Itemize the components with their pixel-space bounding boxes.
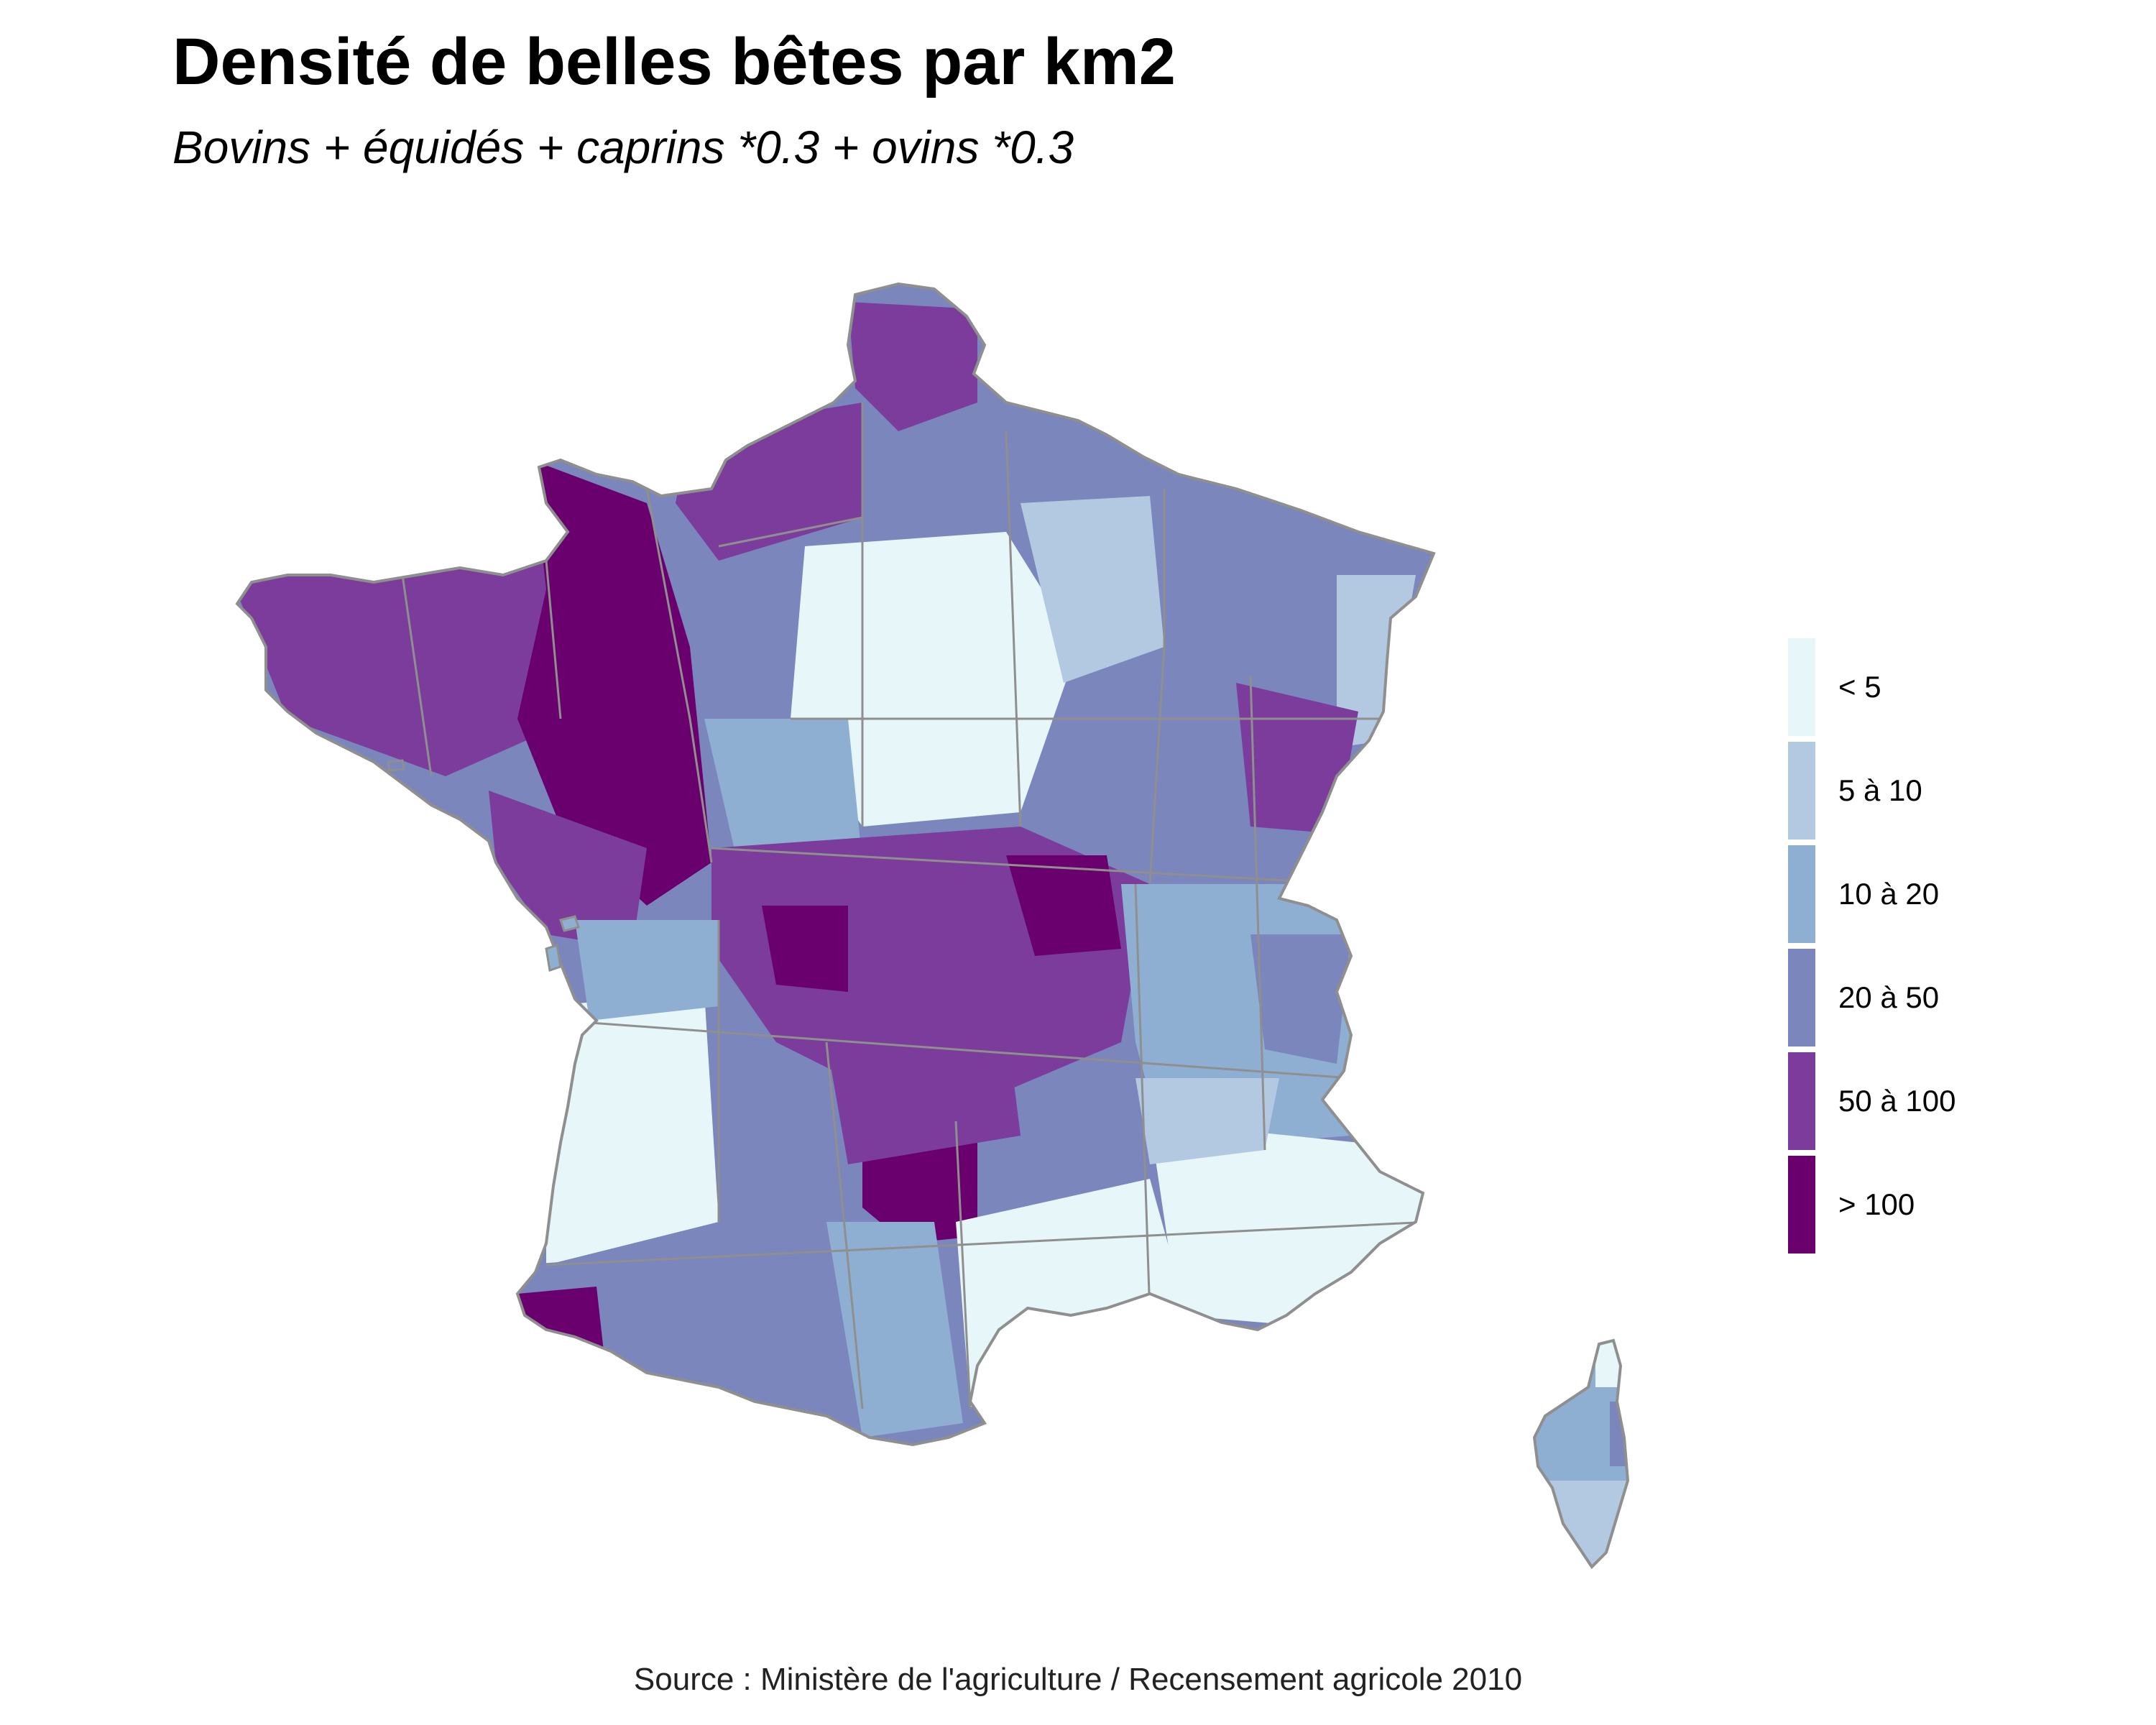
corsica-east: [1610, 1402, 1628, 1466]
legend-swatch: [1788, 949, 1815, 1046]
legend-swatch: [1788, 845, 1815, 943]
legend: < 5 5 à 10 10 à 20 20 à 50 50 à 100 > 10…: [1788, 638, 2047, 1259]
legend-label: 50 à 100: [1838, 1084, 1956, 1118]
legend-item: < 5: [1788, 638, 2047, 742]
region-cantal: [826, 1021, 1021, 1164]
region-vendee: [489, 791, 647, 949]
legend-item: 5 à 10: [1788, 742, 2047, 845]
legend-item: 50 à 100: [1788, 1052, 2047, 1156]
corsica-south: [1534, 1481, 1628, 1567]
region-morvan: [1006, 855, 1121, 956]
department-borders: [401, 402, 1431, 1409]
legend-item: 20 à 50: [1788, 949, 2047, 1052]
region-aquitaine: [546, 992, 719, 1265]
legend-swatch: [1788, 1156, 1815, 1254]
region-limousin-core: [762, 906, 848, 992]
map-title: Densité de belles bêtes par km2: [172, 25, 1176, 98]
region-north: [848, 302, 977, 431]
region-vaucluse: [1135, 1078, 1279, 1164]
legend-swatch: [1788, 1052, 1815, 1150]
mainland-france: [235, 282, 1436, 1447]
legend-label: < 5: [1838, 670, 1881, 704]
legend-label: 20 à 50: [1838, 980, 1940, 1014]
legend-swatch: [1788, 638, 1815, 736]
island-re: [559, 915, 580, 932]
legend-item: > 100: [1788, 1156, 2047, 1259]
region-champagne: [1021, 496, 1164, 683]
legend-label: > 100: [1838, 1187, 1915, 1221]
legend-item: 10 à 20: [1788, 845, 2047, 949]
region-savoie: [1250, 934, 1351, 1064]
source-caption: Source : Ministère de l'agriculture / Re…: [633, 1662, 1523, 1697]
island-belle-ile: [387, 759, 405, 772]
mainland-outline: [235, 282, 1436, 1447]
island-oleron: [545, 944, 562, 972]
corsica-outline: [1532, 1338, 1630, 1570]
corsica: [1532, 1338, 1630, 1570]
legend-swatch: [1788, 742, 1815, 840]
region-brittany: [237, 546, 575, 776]
legend-label: 5 à 10: [1838, 773, 1922, 807]
region-south-west: [517, 1243, 862, 1409]
region-charente: [575, 920, 719, 1021]
legend-label: 10 à 20: [1838, 877, 1940, 911]
map-subtitle: Bovins + équidés + caprins *0.3 + ovins …: [172, 121, 1074, 173]
